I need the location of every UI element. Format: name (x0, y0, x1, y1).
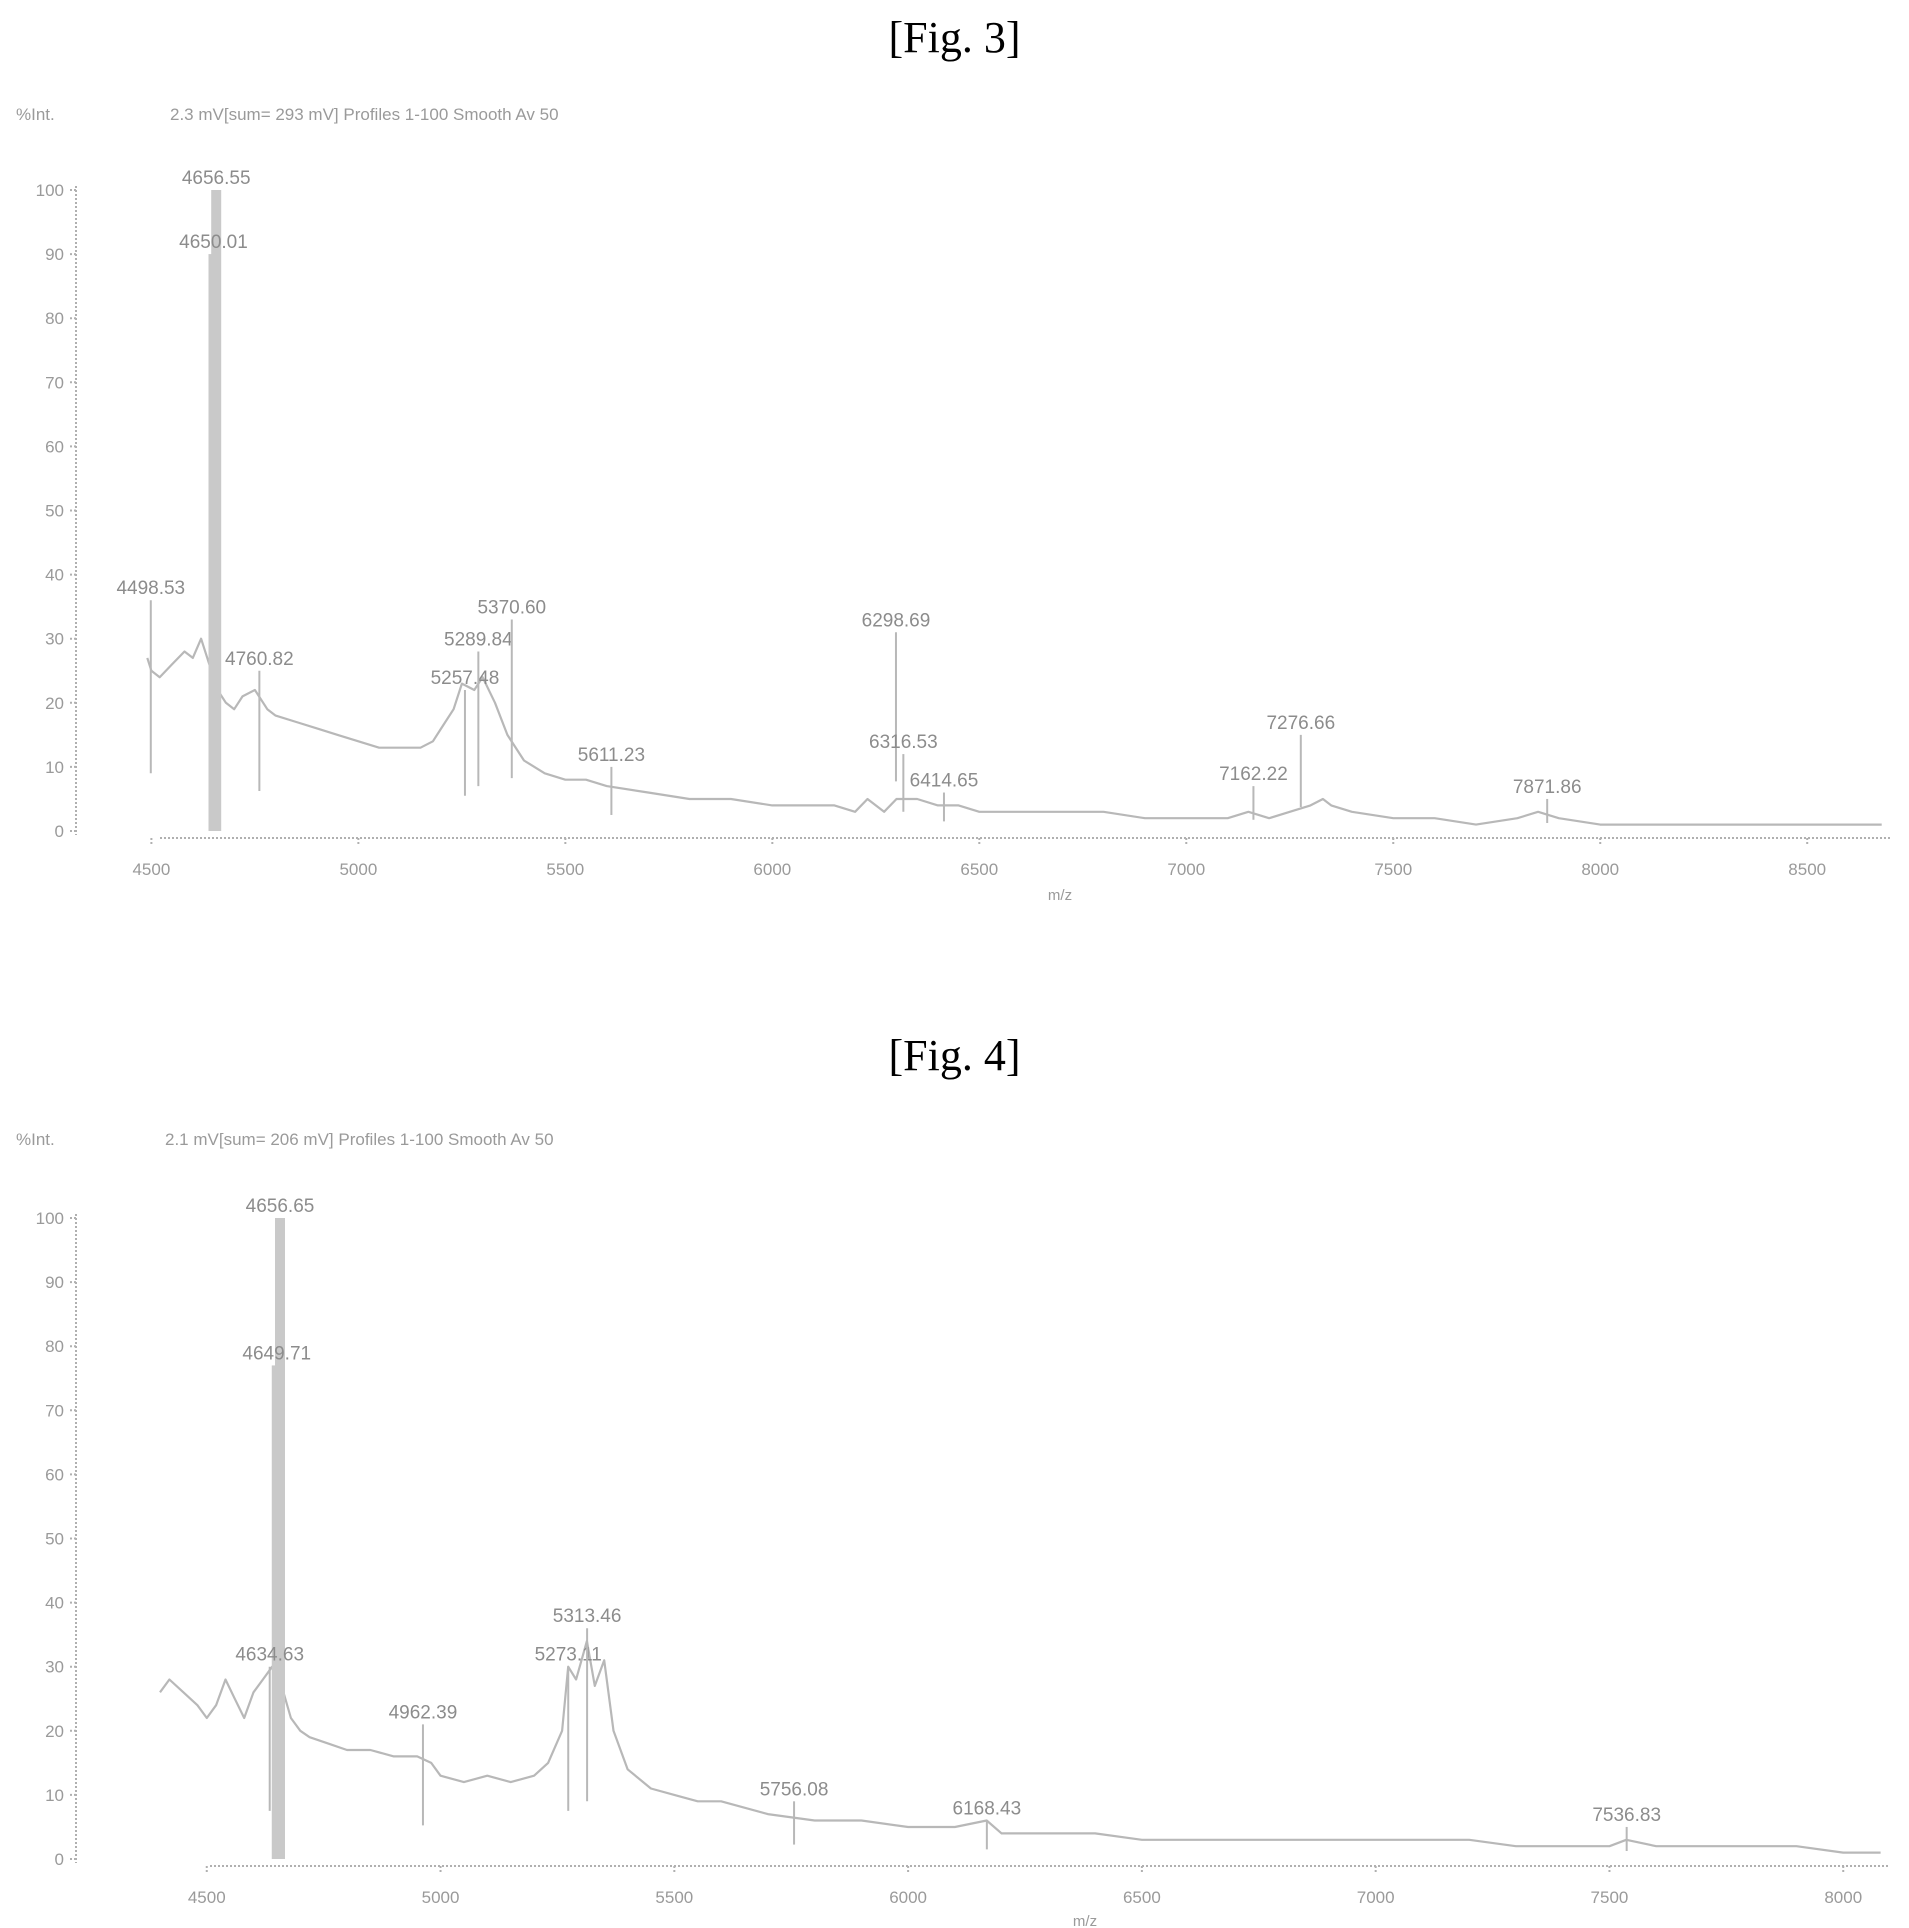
y-axis-label: %Int. (16, 105, 55, 124)
peak-bar (271, 1365, 282, 1859)
y-tick-label: 0 (55, 822, 64, 841)
peak-label: 4634.63 (235, 1645, 304, 1666)
x-tick-label: 5500 (655, 1888, 693, 1907)
peak-label: 6298.69 (862, 610, 931, 631)
peak-label: 6168.43 (953, 1799, 1022, 1820)
y-tick-label: 100 (36, 1209, 64, 1228)
y-tick-label: 50 (45, 1530, 64, 1549)
y-tick-label: 20 (45, 694, 64, 713)
peak-label: 4498.53 (116, 578, 185, 599)
x-tick-label: 4500 (188, 1888, 226, 1907)
x-tick-label: 5500 (546, 860, 584, 879)
y-tick-label: 70 (45, 373, 64, 392)
peak-label: 6316.53 (869, 732, 938, 753)
figure-3-title: [Fig. 3] (888, 13, 1021, 62)
x-tick-label: 6000 (889, 1888, 927, 1907)
y-tick-label: 90 (45, 245, 64, 264)
y-tick-label: 80 (45, 1337, 64, 1356)
x-tick-label: 6500 (960, 860, 998, 879)
x-tick-label: 7500 (1374, 860, 1412, 879)
y-tick-label: 60 (45, 437, 64, 456)
y-tick-label: 40 (45, 1594, 64, 1613)
y-tick-label: 10 (45, 1786, 64, 1805)
peak-label: 4656.65 (246, 1196, 315, 1217)
peak-label: 5313.46 (553, 1606, 622, 1627)
y-tick-label: 10 (45, 758, 64, 777)
y-tick-label: 40 (45, 566, 64, 585)
y-tick-label: 50 (45, 502, 64, 521)
peak-label: 7536.83 (1592, 1805, 1661, 1826)
peak-label: 4649.71 (242, 1343, 311, 1364)
y-tick-label: 70 (45, 1401, 64, 1420)
figure-4-title: [Fig. 4] (888, 1031, 1021, 1080)
y-tick-label: 60 (45, 1465, 64, 1484)
peak-label: 7871.86 (1513, 777, 1582, 798)
x-tick-label: 6000 (753, 860, 791, 879)
peak-label: 5289.84 (444, 630, 513, 651)
x-axis-label: m/z (1073, 1913, 1097, 1928)
peak-label: 4650.01 (179, 232, 248, 253)
x-tick-label: 8000 (1824, 1888, 1862, 1907)
x-tick-label: 8500 (1788, 860, 1826, 879)
y-tick-label: 20 (45, 1722, 64, 1741)
x-tick-label: 6500 (1123, 1888, 1161, 1907)
y-tick-label: 90 (45, 1273, 64, 1292)
peak-bar (208, 254, 219, 832)
peak-label: 7276.66 (1266, 713, 1335, 734)
spectrum-trace (146, 637, 1882, 826)
peak-label: 7162.22 (1219, 764, 1288, 785)
peak-label: 6414.65 (910, 771, 979, 792)
x-tick-label: 4500 (132, 860, 170, 879)
x-tick-label: 5000 (339, 860, 377, 879)
peak-label: 4962.39 (389, 1702, 458, 1723)
x-tick-label: 8000 (1581, 860, 1619, 879)
y-axis-label: %Int. (16, 1130, 55, 1149)
y-tick-label: 30 (45, 1658, 64, 1677)
x-tick-label: 7500 (1591, 1888, 1629, 1907)
y-tick-label: 0 (55, 1850, 64, 1869)
peak-label: 5257.48 (431, 668, 500, 689)
x-axis-label: m/z (1048, 887, 1072, 904)
y-tick-label: 100 (36, 181, 64, 200)
spectrum-chart-fig3: %Int. 2.3 mV[sum= 293 mV] Profiles 1-100 … (16, 105, 1890, 904)
peak-label: 4656.55 (182, 168, 251, 189)
spectrum-chart-fig4: %Int. 2.1 mV[sum= 206 mV] Profiles 1-100 … (16, 1130, 1890, 1928)
y-tick-label: 30 (45, 630, 64, 649)
x-tick-label: 5000 (422, 1888, 460, 1907)
chart-title: 2.1 mV[sum= 206 mV] Profiles 1-100 Smoot… (165, 1130, 554, 1149)
x-tick-label: 7000 (1167, 860, 1205, 879)
peak-label: 5756.08 (760, 1779, 829, 1800)
peak-label: 4760.82 (225, 649, 294, 670)
peak-label: 5370.60 (477, 597, 546, 618)
x-tick-label: 7000 (1357, 1888, 1395, 1907)
y-tick-label: 80 (45, 309, 64, 328)
peak-label: 5611.23 (578, 745, 645, 766)
chart-title: 2.3 mV[sum= 293 mV] Profiles 1-100 Smoot… (170, 105, 559, 124)
peak-label: 5273.11 (535, 1645, 602, 1666)
